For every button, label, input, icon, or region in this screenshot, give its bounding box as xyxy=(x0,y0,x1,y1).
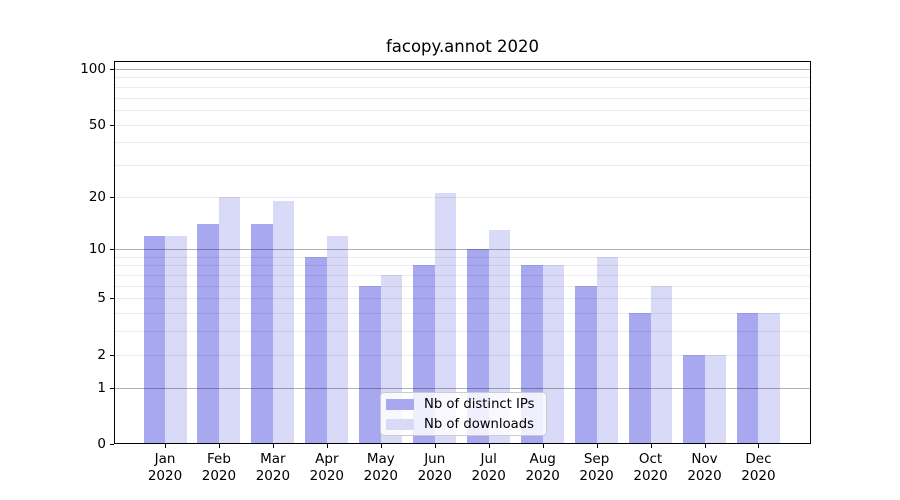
minor-gridline-7 xyxy=(114,275,811,277)
bar-downloads-mar xyxy=(272,200,295,444)
x-tick-label-may: May 2020 xyxy=(363,451,398,484)
bar-distinct-ips-nov xyxy=(683,354,705,444)
y-tick-1 xyxy=(110,387,114,389)
minor-gridline-9 xyxy=(114,256,811,258)
y-tick-label-5: 5 xyxy=(97,290,106,307)
bar-distinct-ips-apr xyxy=(305,256,327,444)
bar-distinct-ips-mar xyxy=(251,223,273,444)
bar-downloads-jan xyxy=(165,235,187,444)
legend-label-downloads: Nb of downloads xyxy=(424,416,534,432)
y-tick-20 xyxy=(110,196,114,198)
minor-gridline-50 xyxy=(114,124,811,126)
x-tick-label-apr: Apr 2020 xyxy=(309,451,345,484)
y-tick-label-20: 20 xyxy=(88,188,106,205)
y-tick-10 xyxy=(110,249,114,251)
bar-distinct-ips-feb xyxy=(197,223,219,444)
x-tick-label-jun: Jun 2020 xyxy=(417,451,452,484)
y-tick-label-100: 100 xyxy=(80,60,106,77)
x-tick-feb xyxy=(218,444,220,448)
minor-gridline-3 xyxy=(114,331,811,333)
bar-downloads-sep xyxy=(596,256,619,444)
x-tick-may xyxy=(380,444,382,448)
y-tick-0 xyxy=(110,444,114,445)
x-tick-label-aug: Aug 2020 xyxy=(525,451,560,484)
bar-downloads-apr xyxy=(326,235,349,444)
bar-downloads-jul xyxy=(488,229,511,444)
y-tick-2 xyxy=(110,354,114,356)
y-tick-100 xyxy=(110,68,114,70)
minor-gridline-80 xyxy=(114,86,811,88)
x-tick-jan xyxy=(165,444,166,448)
x-tick-oct xyxy=(650,444,652,448)
minor-gridline-40 xyxy=(114,142,811,144)
x-tick-label-jan: Jan 2020 xyxy=(147,451,183,484)
minor-gridline-5 xyxy=(114,298,811,300)
y-tick-label-2: 2 xyxy=(97,346,106,363)
bar-distinct-ips-jan xyxy=(143,235,165,444)
y-tick-label-1: 1 xyxy=(97,379,106,396)
minor-gridline-8 xyxy=(114,265,811,267)
bar-downloads-aug xyxy=(542,265,565,444)
minor-gridline-4 xyxy=(114,313,811,315)
minor-gridline-6 xyxy=(114,285,811,287)
x-tick-label-dec: Dec 2020 xyxy=(741,451,776,484)
x-tick-apr xyxy=(326,444,328,448)
x-tick-label-mar: Mar 2020 xyxy=(255,451,291,484)
minor-gridline-60 xyxy=(114,109,811,111)
bar-distinct-ips-may xyxy=(359,285,381,444)
y-tick-label-0: 0 xyxy=(97,436,106,452)
bar-downloads-nov xyxy=(704,354,726,444)
x-tick-jul xyxy=(488,444,490,448)
minor-gridline-70 xyxy=(114,97,811,99)
legend-swatch-downloads xyxy=(386,418,414,430)
legend-label-distinct-ips: Nb of distinct IPs xyxy=(424,396,535,412)
minor-gridline-2 xyxy=(114,354,811,356)
x-tick-label-nov: Nov 2020 xyxy=(687,451,722,484)
major-gridline-100 xyxy=(114,68,811,70)
x-tick-label-feb: Feb 2020 xyxy=(201,451,237,484)
legend: Nb of distinct IPs Nb of downloads xyxy=(380,392,547,436)
bar-downloads-feb xyxy=(218,196,241,444)
bar-downloads-dec xyxy=(758,313,780,444)
y-tick-label-50: 50 xyxy=(88,116,106,133)
x-tick-jun xyxy=(434,444,436,448)
major-gridline-10 xyxy=(114,249,811,251)
x-tick-mar xyxy=(272,444,274,448)
legend-swatch-distinct-ips xyxy=(386,398,414,410)
x-tick-dec xyxy=(758,444,760,448)
major-gridline-1 xyxy=(114,387,811,389)
bar-downloads-jun xyxy=(434,192,457,444)
y-tick-5 xyxy=(110,298,114,300)
legend-item-distinct-ips: Nb of distinct IPs xyxy=(386,396,546,413)
chart-title: facopy.annot 2020 xyxy=(385,37,540,56)
x-tick-sep xyxy=(596,444,598,448)
x-tick-nov xyxy=(704,444,706,448)
x-tick-label-sep: Sep 2020 xyxy=(579,451,614,484)
bar-distinct-ips-dec xyxy=(736,313,759,444)
minor-gridline-30 xyxy=(114,164,811,166)
x-tick-label-oct: Oct 2020 xyxy=(633,451,668,484)
legend-item-downloads: Nb of downloads xyxy=(386,416,546,433)
y-tick-label-10: 10 xyxy=(88,241,106,258)
y-tick-50 xyxy=(110,124,114,126)
minor-gridline-90 xyxy=(114,77,811,79)
bar-distinct-ips-sep xyxy=(575,285,597,444)
x-tick-aug xyxy=(542,444,544,448)
bar-downloads-oct xyxy=(650,285,673,444)
bar-distinct-ips-oct xyxy=(629,313,651,444)
minor-gridline-20 xyxy=(114,196,811,198)
x-tick-label-jul: Jul 2020 xyxy=(471,451,506,484)
